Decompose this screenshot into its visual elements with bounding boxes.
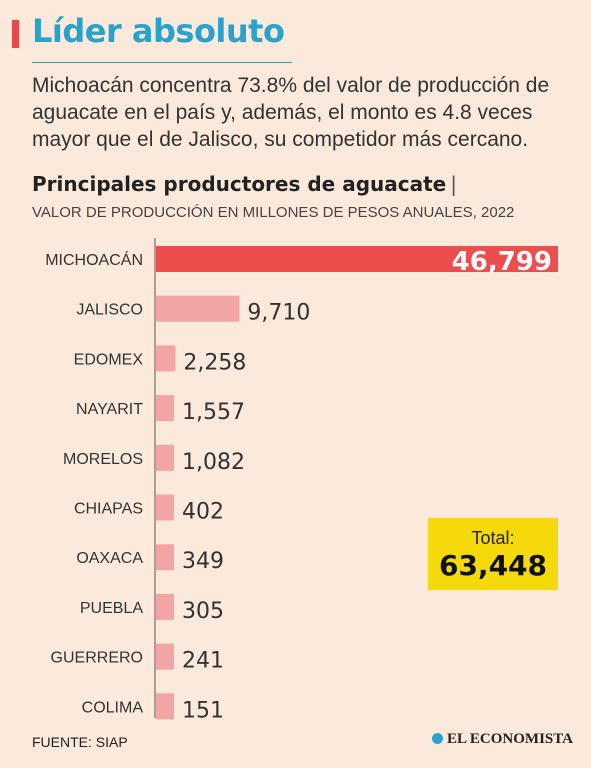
value-label: 1,557 [182, 400, 245, 425]
bar [156, 345, 176, 372]
category-label: NAYARIT [76, 401, 143, 418]
category-label: COLIMA [82, 699, 144, 716]
title-underline [32, 62, 292, 63]
total-box: Total: 63,448 [428, 518, 558, 590]
value-label: 46,799 [452, 247, 552, 277]
globe-icon [432, 733, 443, 744]
chart-subtitle: VALOR DE PRODUCCIÓN EN MILLONES DE PESOS… [32, 204, 515, 221]
page-title: Líder absoluto [32, 12, 285, 50]
value-label: 402 [182, 500, 224, 525]
chart-title: Principales productores de aguacate | [32, 172, 457, 196]
total-label: Total: [471, 528, 515, 548]
category-label: OAXACA [76, 550, 143, 567]
category-label: CHIAPAS [74, 501, 143, 518]
value-label: 1,082 [182, 450, 245, 475]
bar [156, 395, 174, 422]
source-note: FUENTE: SIAP [32, 734, 128, 750]
category-label: MICHOACÁN [45, 250, 143, 269]
value-label: 2,258 [183, 350, 246, 375]
chart-title-text: Principales productores de aguacate [32, 172, 447, 196]
category-label: PUEBLA [80, 600, 143, 617]
category-label: GUERRERO [51, 650, 143, 667]
category-label: EDOMEX [74, 351, 144, 368]
bar [156, 444, 174, 471]
bar [156, 494, 174, 521]
value-label: 305 [182, 599, 224, 624]
value-label: 9,710 [247, 301, 310, 326]
value-label: 241 [182, 649, 224, 674]
page-subtitle: Michoacán concentra 73.8% del valor de p… [32, 74, 550, 151]
title-accent-bar [12, 20, 19, 48]
brand-logo: EL ECONOMISTA [432, 731, 573, 748]
value-label: 349 [182, 549, 224, 574]
bar [156, 693, 174, 720]
bar [156, 295, 240, 322]
bar [156, 643, 174, 670]
value-label: 151 [182, 698, 224, 723]
category-label: JALISCO [76, 302, 143, 319]
total-value: 63,448 [438, 549, 548, 582]
category-label: MORELOS [63, 451, 143, 468]
bar [156, 593, 174, 620]
bar [156, 246, 558, 272]
bar [156, 544, 174, 571]
chart-title-separator: | [450, 172, 457, 196]
brand-name: EL ECONOMISTA [447, 731, 573, 747]
